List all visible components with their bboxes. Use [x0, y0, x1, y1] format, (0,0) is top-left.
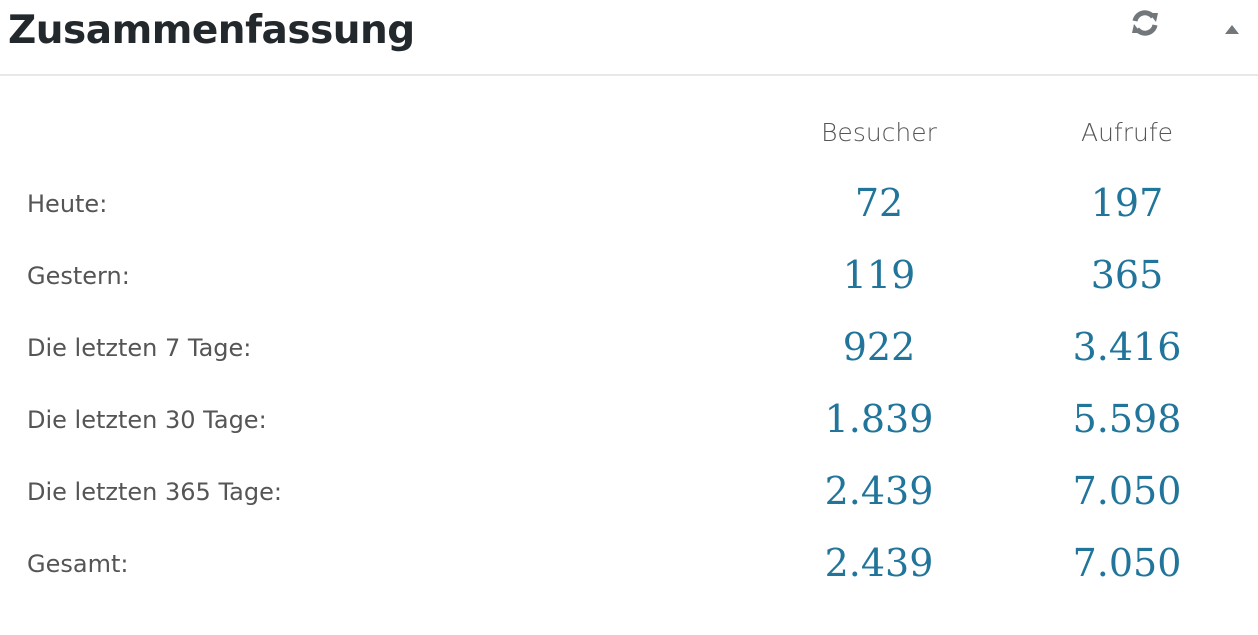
views-value: 7.050: [1072, 469, 1182, 513]
table-row: Gestern: 119 365: [0, 253, 1258, 347]
table-row: Heute: 72 197: [0, 181, 1258, 275]
views-value: 197: [1090, 181, 1164, 225]
refresh-icon[interactable]: [1127, 5, 1163, 41]
table-row: Gesamt: 2.439 7.050: [0, 541, 1258, 635]
row-label: Die letzten 7 Tage:: [27, 334, 252, 362]
visitors-value: 72: [854, 181, 904, 225]
widget-title: Zusammenfassung: [8, 8, 415, 53]
visitors-value: 119: [842, 253, 916, 297]
visitors-value: 2.439: [824, 469, 934, 513]
row-label: Heute:: [27, 190, 108, 218]
row-label: Gesamt:: [27, 550, 129, 578]
visitors-value: 1.839: [824, 397, 934, 441]
visitors-value: 2.439: [824, 541, 934, 585]
column-header-visitors: Besucher: [821, 118, 937, 147]
views-value: 5.598: [1072, 397, 1182, 441]
visitors-value: 922: [842, 325, 916, 369]
collapse-toggle-icon[interactable]: [1222, 20, 1242, 40]
views-value: 3.416: [1072, 325, 1182, 369]
row-label: Gestern:: [27, 262, 130, 290]
table-row: Die letzten 7 Tage: 922 3.416: [0, 325, 1258, 419]
table-row: Die letzten 365 Tage: 2.439 7.050: [0, 469, 1258, 563]
views-value: 7.050: [1072, 541, 1182, 585]
row-label: Die letzten 30 Tage:: [27, 406, 267, 434]
widget-header: Zusammenfassung: [0, 0, 1258, 76]
table-row: Die letzten 30 Tage: 1.839 5.598: [0, 397, 1258, 491]
views-value: 365: [1090, 253, 1164, 297]
row-label: Die letzten 365 Tage:: [27, 478, 282, 506]
column-header-views: Aufrufe: [1080, 118, 1174, 147]
